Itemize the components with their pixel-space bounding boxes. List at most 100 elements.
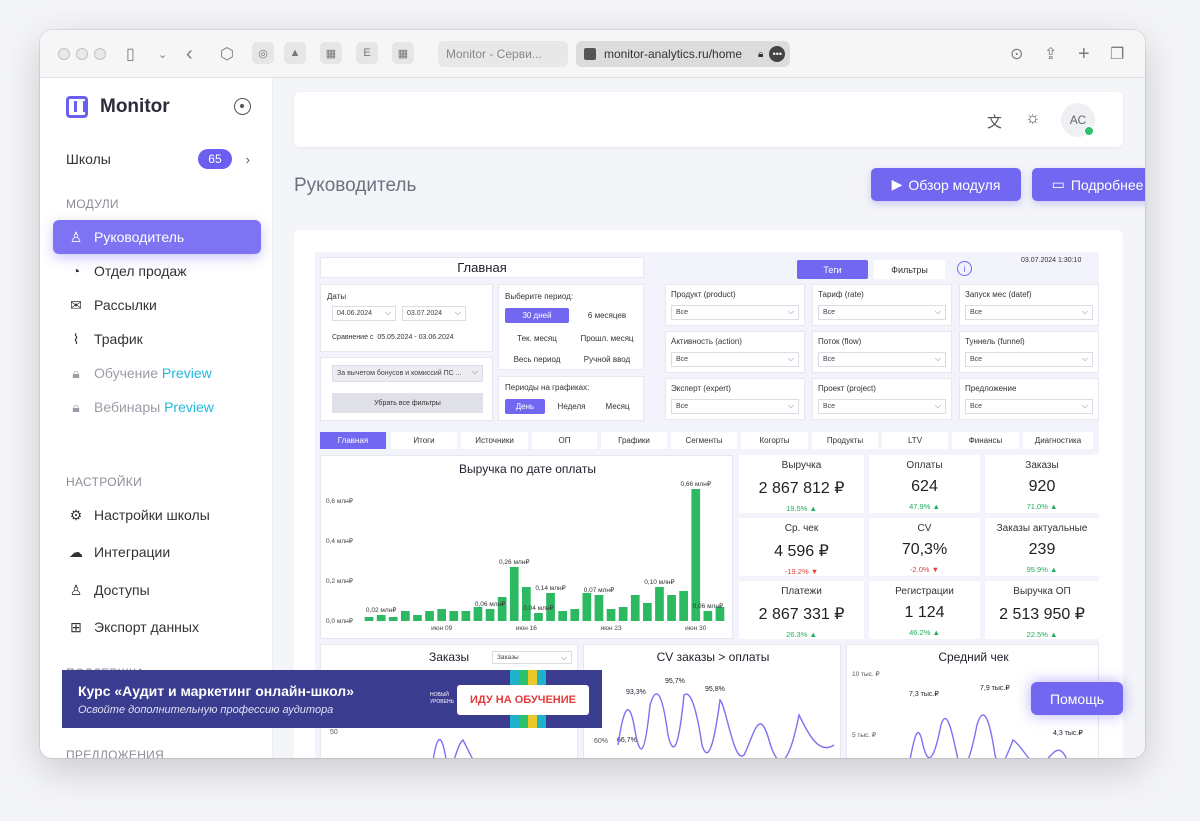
bar[interactable] [388, 617, 398, 621]
avatar[interactable]: АС [1061, 103, 1095, 137]
bar[interactable] [715, 607, 725, 621]
filter-select[interactable]: Все [818, 305, 946, 320]
cube-icon[interactable]: ⬡ [220, 46, 234, 63]
close-window-button[interactable] [58, 48, 70, 60]
sidebar-item-traffic[interactable]: ⌇ Трафик [53, 322, 261, 356]
sidebar-item-mailings[interactable]: ✉ Рассылки [53, 288, 261, 322]
chart-period-week[interactable]: Неделя [557, 402, 586, 411]
report-tab[interactable]: Диагностика [1023, 432, 1093, 449]
zoom-window-button[interactable] [94, 48, 106, 60]
bar[interactable] [376, 615, 386, 621]
sidebar-item-sales[interactable]: ◔ Отдел продаж [53, 254, 261, 288]
drive-icon[interactable]: ▲ [284, 42, 306, 64]
filter-select[interactable]: Все [818, 399, 946, 414]
tabs-overview-icon[interactable]: ❐ [1110, 46, 1125, 63]
bar[interactable] [655, 587, 664, 621]
bar[interactable] [691, 489, 701, 621]
period-6-months[interactable]: 6 месяцев [587, 311, 627, 320]
period-last-month[interactable]: Прошл. месяц [580, 334, 634, 343]
sidebar-item-learning[interactable]: 🔒︎ Обучение Preview [53, 356, 261, 390]
period-all[interactable]: Весь период [513, 355, 561, 364]
report-tab[interactable]: Финансы [952, 432, 1019, 449]
report-tab[interactable]: Графики [601, 432, 667, 449]
share-icon[interactable]: ⇪ [1044, 46, 1058, 63]
bar[interactable] [642, 603, 652, 621]
bar[interactable] [509, 567, 519, 621]
doc-bookmark-icon[interactable]: E [356, 42, 378, 64]
bar[interactable] [364, 617, 374, 621]
orders-select[interactable]: Заказы [492, 651, 572, 664]
filter-select[interactable]: Все [818, 352, 946, 367]
bar[interactable] [400, 611, 410, 621]
tags-button[interactable]: Теги [797, 260, 868, 279]
chart-period-day[interactable]: День [505, 399, 545, 414]
help-button[interactable]: Помощь [1031, 682, 1123, 715]
back-icon[interactable]: ‹ [186, 42, 193, 65]
chevron-down-icon[interactable]: ⌄ [158, 48, 168, 61]
bar[interactable] [594, 595, 604, 621]
sidebar-item-access[interactable]: ♙ Доступы [53, 573, 261, 607]
translate-icon[interactable]: 文 [987, 114, 1003, 131]
filter-select[interactable]: Все [671, 399, 799, 414]
bar[interactable] [437, 609, 447, 621]
bar[interactable] [534, 613, 543, 621]
filter-select[interactable]: Все [671, 352, 799, 367]
bar[interactable] [413, 615, 422, 621]
report-tab[interactable]: Главная [320, 432, 386, 449]
bar[interactable] [582, 593, 592, 621]
report-tab[interactable]: Продукты [812, 432, 878, 449]
bar[interactable] [606, 609, 616, 621]
bar[interactable] [570, 609, 580, 621]
sidebar-item-export[interactable]: ⊞ Экспорт данных [53, 610, 261, 644]
bar[interactable] [497, 597, 507, 621]
module-overview-button[interactable]: ▶︎ Обзор модуля [871, 168, 1021, 201]
filter-select[interactable]: Все [965, 305, 1093, 320]
report-tab[interactable]: Когорты [741, 432, 808, 449]
tab-monitor[interactable]: Monitor - Серви... [438, 41, 568, 67]
promo-banner[interactable]: Курс «Аудит и маркетинг онлайн-школ» Осв… [62, 670, 602, 728]
report-tab[interactable]: Итоги [391, 432, 457, 449]
bar[interactable] [679, 591, 689, 621]
schools-selector[interactable]: Школы 65 › [66, 149, 250, 169]
bar[interactable] [703, 611, 713, 621]
period-30-days[interactable]: 30 дней [505, 308, 569, 323]
filter-select[interactable]: Все [671, 305, 799, 320]
report-tab[interactable]: Сегменты [671, 432, 737, 449]
minimize-window-button[interactable] [76, 48, 88, 60]
report-tab[interactable]: ОП [532, 432, 597, 449]
date-to-input[interactable]: 03.07.2024 [402, 306, 466, 321]
info-icon[interactable]: i [957, 261, 972, 276]
sidebar-toggle-icon[interactable]: ▯ [126, 46, 135, 63]
address-bar[interactable]: monitor-analytics.ru/home [604, 47, 743, 61]
bar[interactable] [425, 611, 434, 621]
clear-filters-button[interactable]: Убрать все фильтры [332, 393, 483, 413]
filter-select[interactable]: Все [965, 352, 1093, 367]
sun-icon[interactable]: ☼ [1025, 108, 1041, 127]
bar[interactable] [546, 593, 555, 621]
date-from-input[interactable]: 04.06.2024 [332, 306, 396, 321]
bar[interactable] [558, 611, 568, 621]
tab-active[interactable]: monitor-analytics.ru/home 🔒︎ ••• [576, 41, 790, 67]
bonus-select[interactable]: За вычетом бонусов и комиссий ПС ... [332, 365, 483, 382]
table-bookmark-icon[interactable]: ▦ [392, 42, 414, 64]
collapse-sidebar-icon[interactable] [234, 98, 251, 115]
bar[interactable] [485, 609, 495, 621]
more-icon[interactable]: ••• [769, 46, 786, 62]
bar[interactable] [667, 595, 676, 621]
sidebar-item-webinars[interactable]: 🔒︎ Вебинары Preview [53, 390, 261, 424]
report-tab[interactable]: Источники [461, 432, 528, 449]
sidebar-item-school-settings[interactable]: ⚙ Настройки школы [53, 498, 261, 532]
period-manual[interactable]: Ручной ввод [583, 355, 631, 364]
logo[interactable]: Monitor [66, 96, 170, 118]
bar[interactable] [449, 611, 459, 621]
chart-period-month[interactable]: Месяц [605, 402, 630, 411]
bar[interactable] [521, 587, 531, 621]
bar[interactable] [630, 595, 640, 621]
sidebar-item-manager[interactable]: ♙ Руководитель [53, 220, 261, 254]
banner-cta-button[interactable]: ИДУ НА ОБУЧЕНИЕ [457, 685, 589, 715]
report-tab[interactable]: LTV [882, 432, 948, 449]
sidebar-item-integrations[interactable]: ☁ Интеграции [53, 535, 261, 569]
filter-select[interactable]: Все [965, 399, 1093, 414]
period-current-month[interactable]: Тек. месяц [517, 334, 557, 343]
bar[interactable] [461, 611, 471, 621]
